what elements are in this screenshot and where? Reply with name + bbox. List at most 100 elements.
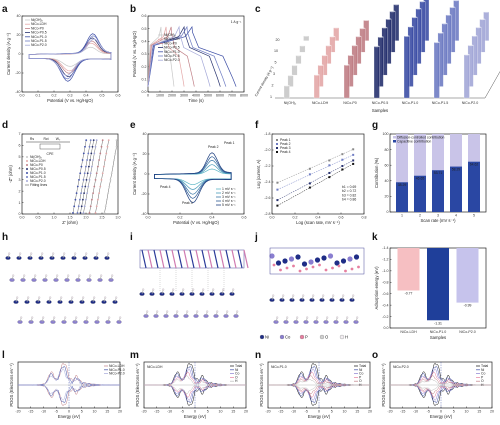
atom <box>85 252 88 255</box>
panel-letter-h: h <box>2 232 8 243</box>
panel-c-bar-cap <box>393 3 399 6</box>
panel-o-x-tick-label: 15 <box>477 410 481 414</box>
bond <box>355 317 358 323</box>
panel-c-category: NiCo-P2.0 <box>462 101 479 105</box>
atom <box>196 310 199 313</box>
polyhedron-edge <box>141 249 147 269</box>
panel-c-bar-cap <box>434 41 440 44</box>
atom <box>172 288 175 291</box>
atom <box>316 316 319 319</box>
panel-c-bar <box>313 74 320 99</box>
panel-m-x-tick-label: -20 <box>141 410 146 414</box>
panel-d-point <box>86 192 88 194</box>
panel-l-x-tick-label: 20 <box>118 410 122 414</box>
polyhedron-edge <box>165 249 171 269</box>
panel-a-y-tick-label: 20 <box>17 33 21 37</box>
polyhedron-edge <box>195 249 201 269</box>
panel-d-point <box>100 145 103 148</box>
panel-g-bar-capacitive <box>450 166 462 212</box>
panel-d-point <box>89 159 91 161</box>
panel-d-x-tick-label: 2.5 <box>100 216 105 220</box>
panel-d-x-tick-label: 2.0 <box>84 216 89 220</box>
panel-o-legend-label: Ni <box>481 368 484 372</box>
panel-f-fit-line <box>277 163 354 206</box>
atom <box>182 288 185 291</box>
panel-l-ylabel: PDOS (Electrons eV⁻¹) <box>9 363 14 407</box>
panel-k-bar <box>397 248 420 291</box>
panel-c-bar <box>295 55 302 64</box>
atom <box>60 296 63 299</box>
panel-b-series-1 <box>147 26 185 87</box>
panel-c-bar <box>291 65 298 76</box>
panel-d-point <box>103 165 105 168</box>
bond <box>84 253 87 259</box>
atom <box>31 316 34 319</box>
unit-cell <box>269 247 365 275</box>
panel-g-xlabel: Scan rate (mV s⁻¹) <box>420 218 456 223</box>
panel-n-x-tick-label: -20 <box>265 410 270 414</box>
panel-k-ylabel: Adsorption energy (eV) <box>374 266 379 310</box>
panel-g-bar-diffusion <box>396 134 408 183</box>
panel-d-point <box>88 145 91 148</box>
panel-n-legend-label: Total <box>359 364 366 368</box>
panel-g-y-tick-label: 40 <box>385 179 389 183</box>
panel-c-bar <box>373 46 380 99</box>
panel-e-xlabel: Potential (V vs. Hg/HgO) <box>173 220 219 225</box>
panel-g-value-label: 46.65 <box>416 177 425 181</box>
bond <box>110 275 113 281</box>
panel-e-y-tick-label: 0 <box>145 172 147 176</box>
panel-f-y-tick-label: -2.6 <box>264 196 270 200</box>
panel-d-y-tick-label: 0 <box>19 212 21 216</box>
panel-d-point <box>93 185 96 188</box>
panel-g-value-label: 53.71 <box>434 171 443 175</box>
panel-o-x-tick-label: -20 <box>387 410 392 414</box>
panel-l-legend-label: NiCo-P1.0 <box>109 368 125 372</box>
panel-c-bar-cap <box>314 73 320 76</box>
panel-f-point <box>341 165 344 167</box>
panel-d-fit-line <box>80 140 94 213</box>
panel-c-bar-cap <box>404 35 410 37</box>
panel-k-xlabel: Samples <box>430 335 446 340</box>
panel-n-x-tick-label: 0 <box>318 410 320 414</box>
panel-k-bar <box>456 248 479 303</box>
panel-d-legend-marker <box>26 168 28 170</box>
atom <box>74 252 77 255</box>
panel-letter-k: k <box>372 232 378 243</box>
atom <box>67 274 70 277</box>
panel-c-bar-cap <box>475 26 482 29</box>
panel-c-bar-cap <box>449 6 456 9</box>
panel-d-circuit-box <box>39 143 61 150</box>
panel-g-y-tick-label: 80 <box>385 148 389 152</box>
panel-n-legend-label: H <box>359 383 362 387</box>
panel-c-category: NiCo-LDH <box>312 101 329 105</box>
panel-f-legend-label: Peak 3 <box>280 146 291 150</box>
panel-g-y-tick-label: 100 <box>383 132 389 136</box>
panel-d-point <box>107 192 109 194</box>
panel-d-point <box>79 198 81 201</box>
panel-d-point <box>89 172 92 175</box>
panel-d-point <box>86 159 88 161</box>
polyhedron-edge <box>219 249 225 269</box>
panel-l-x-tick-label: 15 <box>105 410 109 414</box>
panel-d-fit-line <box>72 140 87 213</box>
panel-b-ylabel: Potential (V vs. Hg/HgO) <box>132 30 137 76</box>
panel-b-x-tick-label: 2000 <box>168 94 176 98</box>
panel-a-y-tick-label: -20 <box>15 71 20 75</box>
panel-m-x-tick-label: 0 <box>194 410 196 414</box>
panel-b-legend-label: Ni(OH)₂ <box>164 33 177 37</box>
panel-d-y-tick-label: 3 <box>19 178 21 182</box>
bond <box>171 289 174 295</box>
panel-letter-d: d <box>2 120 8 131</box>
panel-o-title: NiCo-P2.0 <box>393 365 409 369</box>
atom <box>71 296 74 299</box>
panel-c-bar-cap <box>333 26 339 29</box>
panel-f-point <box>352 162 355 165</box>
bond <box>151 289 154 295</box>
panel-c-bar-cap <box>377 36 384 38</box>
panel-d-y-tick-label: 5 <box>19 155 21 159</box>
panel-d-point <box>85 165 87 168</box>
atom <box>302 294 305 297</box>
panel-b-x-tick-label: 7000 <box>228 94 236 98</box>
bond <box>29 253 32 259</box>
